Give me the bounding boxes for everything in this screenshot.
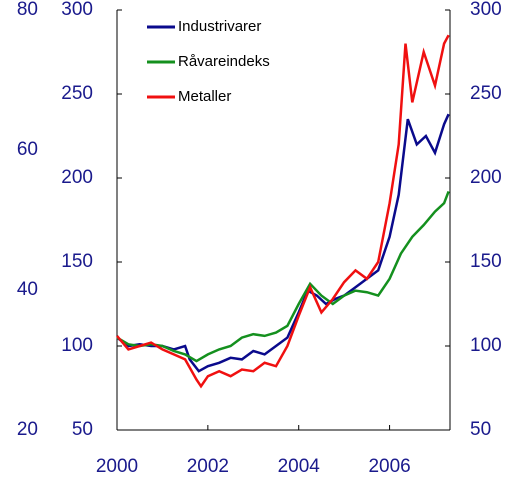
legend-label: Industrivarer <box>178 18 261 35</box>
y3-tick-label: 60 <box>17 139 38 160</box>
y2-tick-label: 300 <box>470 0 502 20</box>
x-tick-label: 2004 <box>278 456 321 477</box>
y2-tick-label: 250 <box>470 83 502 104</box>
y2-tick-label: 100 <box>470 335 502 356</box>
y-tick-label: 150 <box>61 251 93 272</box>
y-tick-label: 250 <box>61 83 93 104</box>
y-tick-label: 200 <box>61 167 93 188</box>
y-tick-label: 100 <box>61 335 93 356</box>
legend-label: Metaller <box>178 88 231 105</box>
y2-tick-label: 50 <box>470 419 491 440</box>
y2-tick-label: 200 <box>470 167 502 188</box>
x-tick-label: 2002 <box>187 456 229 477</box>
y3-tick-label: 20 <box>17 419 38 440</box>
x-tick-label: 2006 <box>368 456 410 477</box>
y-tick-label: 50 <box>72 419 93 440</box>
y2-tick-label: 150 <box>470 251 502 272</box>
legend-label: Råvareindeks <box>178 53 270 70</box>
y3-tick-label: 80 <box>17 0 38 20</box>
series-line <box>116 113 450 373</box>
y3-tick-label: 40 <box>17 279 38 300</box>
y-tick-label: 300 <box>61 0 93 20</box>
x-tick-label: 2000 <box>96 456 138 477</box>
series-line <box>116 34 450 389</box>
series-line <box>116 190 450 363</box>
